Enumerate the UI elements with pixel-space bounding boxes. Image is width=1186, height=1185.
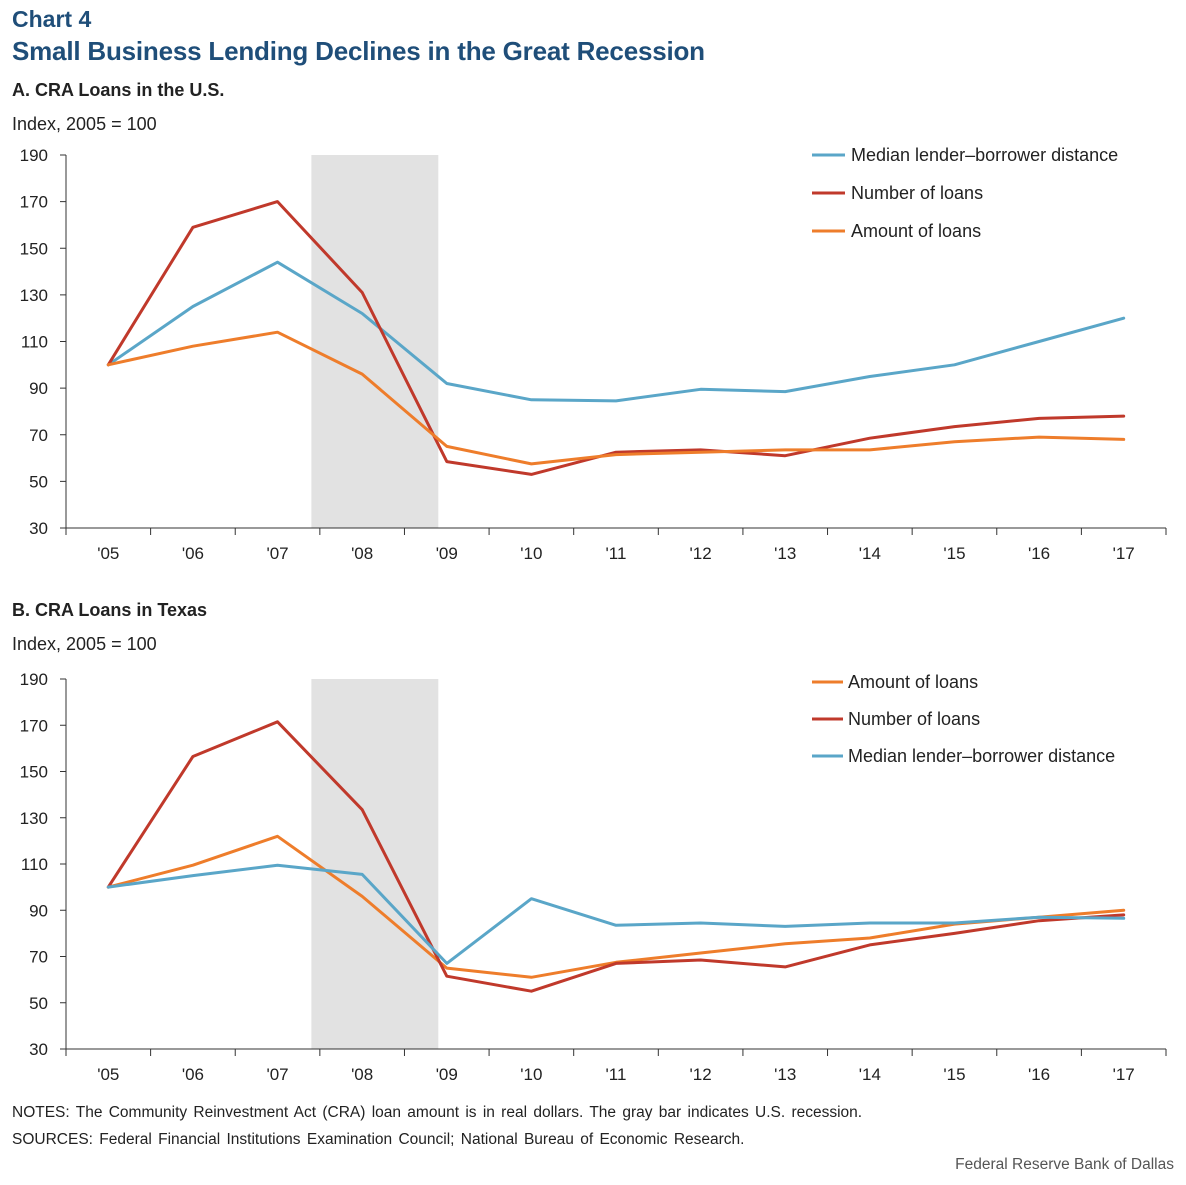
x-tick-label: '06 [182, 1065, 204, 1084]
x-tick-label: '14 [859, 1065, 881, 1084]
x-tick-label: '13 [774, 544, 796, 563]
panel-b-title: B. CRA Loans in Texas [12, 600, 208, 620]
sources-text: SOURCES: Federal Financial Institutions … [12, 1131, 745, 1148]
x-tick-label: '05 [97, 1065, 119, 1084]
x-tick-label: '08 [351, 544, 373, 563]
y-tick-label: 130 [20, 286, 48, 305]
series-line-distance [106, 863, 1126, 965]
legend: Amount of loans Number of loans Median len… [812, 672, 1115, 766]
y-tick-label: 170 [20, 716, 48, 735]
y-tick-label: 150 [20, 763, 48, 782]
x-tick-label: '14 [859, 544, 881, 563]
chart-panel-a: 30 50 70 90 110 130 150 170 190 '05 '06 '07 '08 '09 '1… [20, 145, 1167, 563]
y-tick-label: 50 [29, 994, 48, 1013]
y-tick-label: 110 [21, 333, 48, 352]
x-tick-label: '05 [97, 544, 119, 563]
series-line-number [106, 720, 1126, 993]
credit-text: Federal Reserve Bank of Dallas [955, 1156, 1174, 1173]
legend-label: Number of loans [848, 709, 980, 729]
x-tick-label: '16 [1028, 1065, 1050, 1084]
x-tick-label: '12 [690, 544, 712, 563]
panel-a-unit: Index, 2005 = 100 [12, 114, 157, 134]
chart-panel-b: 30 50 70 90 110 130 150 170 190 '05 '06 '07 '08 '09 '1… [20, 670, 1167, 1084]
x-tick-label: '17 [1113, 544, 1135, 563]
x-tick-label: '07 [266, 544, 288, 563]
y-tick-label: 70 [29, 948, 48, 967]
y-tick-label: 130 [20, 809, 48, 828]
legend-label: Median lender–borrower distance [848, 746, 1115, 766]
y-tick-label: 150 [20, 239, 48, 258]
x-tick-label: '10 [520, 1065, 542, 1084]
legend-label: Number of loans [851, 183, 983, 203]
legend-label: Median lender–borrower distance [851, 145, 1118, 165]
y-tick-label: 30 [29, 519, 48, 538]
y-tick-label: 70 [29, 426, 48, 445]
chart-label: Chart 4 [12, 6, 92, 32]
series-line-distance [106, 260, 1126, 403]
x-tick-label: '11 [606, 1065, 627, 1084]
panel-b-unit: Index, 2005 = 100 [12, 634, 157, 654]
y-tick-label: 50 [29, 472, 48, 491]
y-tick-label: 170 [20, 193, 48, 212]
y-tick-label: 110 [21, 855, 48, 874]
y-tick-label: 30 [29, 1040, 48, 1059]
y-tick-label: 190 [20, 670, 48, 689]
recession-band [311, 155, 439, 528]
x-tick-label: '06 [182, 544, 204, 563]
panel-a-title: A. CRA Loans in the U.S. [12, 80, 225, 100]
x-tick-label: '09 [436, 1065, 458, 1084]
series-line-number [106, 200, 1126, 476]
notes-text: NOTES: The Community Reinvestment Act (C… [12, 1104, 863, 1121]
legend-label: Amount of loans [848, 672, 978, 692]
series-line-amount [106, 834, 1126, 979]
x-tick-label: '08 [351, 1065, 373, 1084]
x-tick-label: '07 [266, 1065, 288, 1084]
x-tick-label: '09 [436, 544, 458, 563]
y-tick-label: 90 [29, 901, 48, 920]
recession-band [311, 679, 439, 1049]
x-tick-label: '16 [1028, 544, 1050, 563]
series-line-amount [106, 330, 1126, 466]
legend: Median lender–borrower distance Number of… [812, 145, 1118, 241]
x-tick-label: '13 [774, 1065, 796, 1084]
x-tick-label: '15 [943, 1065, 965, 1084]
y-tick-label: 90 [29, 379, 48, 398]
legend-label: Amount of loans [851, 221, 981, 241]
x-tick-label: '17 [1113, 1065, 1135, 1084]
chart-title: Small Business Lending Declines in the G… [12, 36, 705, 66]
x-tick-label: '11 [606, 544, 627, 563]
y-tick-label: 190 [20, 146, 48, 165]
x-tick-label: '15 [943, 544, 965, 563]
x-tick-label: '12 [690, 1065, 712, 1084]
x-tick-label: '10 [520, 544, 542, 563]
